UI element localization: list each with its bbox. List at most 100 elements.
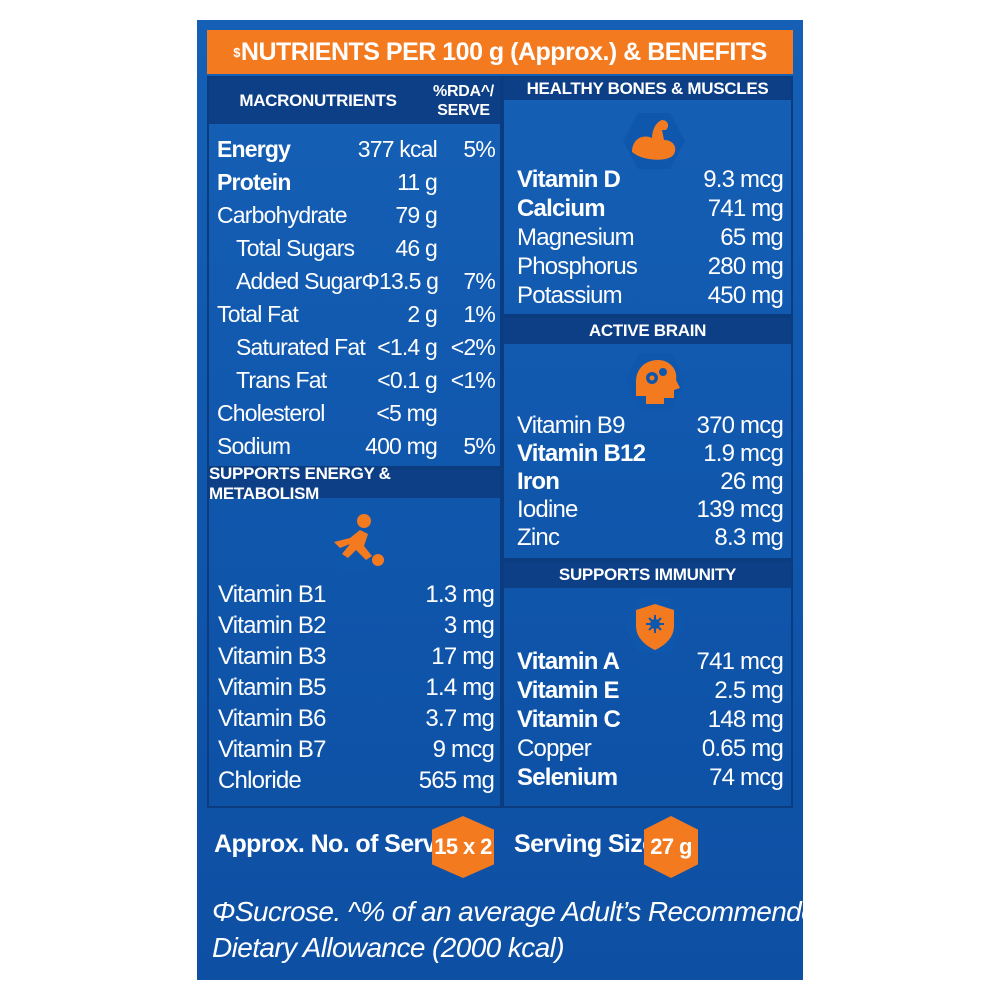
- banner-title: NUTRIENTS PER 100 g (Approx.) & BENEFITS: [240, 37, 767, 66]
- energy-row-b6: Vitamin B6 3.7 mg: [218, 704, 495, 734]
- serves-value-badge: 15 x 2: [432, 816, 494, 878]
- nutrient-name: Vitamin D: [517, 165, 621, 193]
- energy-row-b2: Vitamin B2 3 mg: [218, 611, 495, 641]
- nutrient-rda: <2%: [450, 333, 496, 360]
- macro-row-energy: Energy 377 kcal 5%: [217, 133, 496, 165]
- brain-row-zinc: Zinc 8.3 mg: [517, 524, 784, 552]
- nutrient-value: 2.5 mg: [714, 676, 783, 704]
- energy-row-b1: Vitamin B1 1.3 mg: [218, 580, 495, 610]
- nutrients-banner: $ NUTRIENTS PER 100 g (Approx.) & BENEFI…: [207, 30, 793, 74]
- shield-virus-icon: [625, 597, 685, 653]
- nutrient-value: <0.1 g: [377, 366, 438, 393]
- nutrient-name: Phosphorus: [517, 252, 638, 280]
- nutrient-value: 9 mcg: [432, 736, 495, 763]
- energy-row-b5: Vitamin B5 1.4 mg: [218, 673, 495, 703]
- nutrient-value: 8.3 mg: [714, 524, 783, 551]
- brain-section: [502, 316, 793, 560]
- nutrient-name: Iodine: [517, 496, 578, 523]
- serving-size-label: Serving Size: [514, 830, 656, 858]
- brain-header-bar: ACTIVE BRAIN: [504, 318, 791, 344]
- serves-value: 15 x 2: [434, 834, 492, 859]
- nutrient-name: Cholesterol: [217, 399, 325, 426]
- nutrient-name: Vitamin B2: [218, 612, 326, 639]
- serving-size-value: 27 g: [650, 834, 692, 859]
- nutrient-name: Vitamin B9: [517, 412, 625, 439]
- immunity-row-copper: Copper 0.65 mg: [517, 734, 784, 763]
- bones-row-phosphorus: Phosphorus 280 mg: [517, 252, 784, 281]
- nutrient-name: Vitamin E: [517, 676, 620, 704]
- nutrient-value: 79 g: [395, 201, 437, 228]
- nutrient-name: Copper: [517, 734, 592, 762]
- nutrient-name: Potassium: [517, 281, 623, 309]
- macro-row-carbohydrate: Carbohydrate 79 g: [217, 199, 495, 231]
- macro-row-trans-fat: Trans Fat <0.1 g <1%: [217, 364, 496, 396]
- banner-prefix: $: [233, 44, 240, 60]
- immunity-header-bar: SUPPORTS IMMUNITY: [504, 562, 791, 588]
- nutrient-name: Vitamin A: [517, 647, 620, 675]
- nutrient-value: 74 mcg: [709, 763, 784, 791]
- nutrient-value: 9.3 mcg: [703, 165, 784, 193]
- nutrient-name: Iron: [517, 468, 560, 495]
- nutrient-value: 565 mg: [418, 767, 495, 794]
- bones-section: [502, 76, 793, 316]
- immunity-section: [502, 560, 793, 808]
- nutrient-value: 741 mg: [707, 194, 784, 222]
- macro-section: [207, 76, 502, 468]
- bones-header: HEALTHY BONES & MUSCLES: [526, 79, 769, 98]
- brain-row-b9: Vitamin B9 370 mcg: [517, 412, 784, 440]
- brain-gears-icon: [625, 353, 685, 409]
- nutrient-name: Vitamin B7: [218, 736, 326, 763]
- nutrient-value: 139 mcg: [696, 496, 784, 523]
- energy-row-b7: Vitamin B7 9 mcg: [218, 735, 495, 765]
- nutrient-name: Vitamin B1: [218, 581, 326, 608]
- nutrient-name: Added SugarΦ: [236, 267, 380, 294]
- nutrient-name: Vitamin B12: [517, 440, 646, 467]
- nutrient-value: 13.5 g: [379, 267, 439, 294]
- nutrient-rda: 1%: [463, 300, 495, 327]
- nutrient-value: 377 kcal: [357, 135, 438, 162]
- nutrient-value: 17 mg: [431, 643, 495, 670]
- serving-size-badge: 27 g: [644, 816, 698, 878]
- macro-row-added-sugar: Added SugarΦ 13.5 g 7%: [217, 265, 496, 297]
- immunity-row-selenium: Selenium 74 mcg: [517, 763, 784, 792]
- bones-row-calcium: Calcium 741 mg: [517, 194, 784, 223]
- nutrient-value: 0.65 mg: [701, 734, 784, 762]
- energy-header: SUPPORTS ENERGY & METABOLISM: [209, 464, 391, 503]
- nutrient-value: 280 mg: [707, 252, 784, 280]
- energy-header-bar: SUPPORTS ENERGY & METABOLISM: [209, 464, 500, 503]
- macro-row-cholesterol: Cholesterol <5 mg: [217, 397, 495, 429]
- nutrient-name: Sodium: [217, 432, 291, 459]
- player-kicking-ball-icon: [320, 508, 392, 570]
- rda-header-line1: %RDA^/: [433, 83, 494, 100]
- energy-row-b3: Vitamin B3 17 mg: [218, 642, 495, 672]
- nutrient-name: Energy: [217, 135, 291, 162]
- nutrient-value: 148 mg: [707, 705, 784, 733]
- brain-row-iodine: Iodine 139 mcg: [517, 496, 784, 524]
- nutrient-value: 65 mg: [720, 223, 784, 251]
- nutrient-name: Saturated Fat: [236, 333, 366, 360]
- nutrient-name: Chloride: [218, 767, 302, 794]
- nutrient-name: Total Fat: [217, 300, 299, 327]
- nutrient-value: 741 mcg: [696, 647, 784, 675]
- nutrient-value: 11 g: [397, 168, 438, 195]
- brain-header: ACTIVE BRAIN: [588, 321, 707, 340]
- flexed-arm-icon: [623, 113, 685, 169]
- rda-header-line2: SERVE: [437, 102, 490, 119]
- nutrient-name: Vitamin C: [517, 705, 621, 733]
- nutrient-name: Total Sugars: [236, 234, 355, 261]
- macro-header-bar: MACRONUTRIENTS: [209, 78, 427, 124]
- immunity-row-vitamin-a: Vitamin A 741 mcg: [517, 647, 784, 676]
- nutrient-name: Trans Fat: [236, 366, 327, 393]
- nutrient-value: 26 mg: [720, 468, 784, 495]
- nutrient-rda: <1%: [450, 366, 496, 393]
- bones-header-bar: HEALTHY BONES & MUSCLES: [504, 78, 791, 100]
- footnote-line2: Dietary Allowance (2000 kcal): [212, 932, 565, 963]
- immunity-row-vitamin-c: Vitamin C 148 mg: [517, 705, 784, 734]
- nutrient-rda: 5%: [463, 432, 495, 459]
- nutrient-rda: 7%: [463, 267, 495, 294]
- nutrient-value: 370 mcg: [696, 412, 784, 439]
- macro-row-total-sugars: Total Sugars 46 g: [217, 232, 495, 264]
- rda-header-bar: %RDA^/ SERVE: [427, 78, 500, 124]
- nutrient-name: Calcium: [517, 194, 606, 222]
- bones-row-potassium: Potassium 450 mg: [517, 281, 784, 310]
